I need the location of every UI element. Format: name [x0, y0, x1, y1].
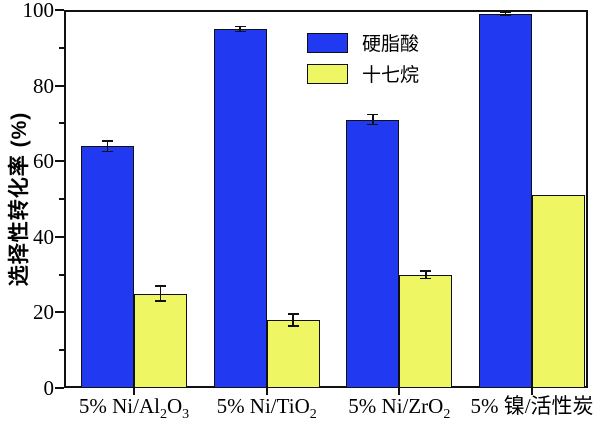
legend-label: 十七烷: [362, 65, 420, 86]
error-bar-cap-bottom: [367, 123, 379, 126]
error-bar-cap-top: [155, 285, 166, 287]
error-bar-cap-bottom: [287, 325, 299, 327]
error-bar-line: [106, 140, 109, 152]
error-bar-cap-bottom: [102, 150, 113, 153]
y-major-tick: [55, 387, 64, 389]
x-category-label: 5% 镍/活性炭: [466, 394, 598, 418]
x-label-text: 5% Ni/Al: [78, 394, 160, 418]
y-major-tick: [55, 311, 64, 314]
y-minor-tick: [59, 46, 64, 49]
y-tick-label: 0: [43, 376, 55, 400]
x-label-text: 5% Ni/TiO: [216, 394, 310, 418]
error-bar-cap-top: [287, 313, 299, 315]
x-label-subscript: 2: [443, 407, 451, 423]
legend-label: 硬脂酸: [362, 34, 420, 55]
bar-硬脂酸-5% Ni/ZrO2: [346, 119, 400, 388]
error-bar-line: [239, 26, 241, 32]
bar-十七烷-5% Ni/ZrO2: [399, 274, 453, 388]
bar-十七烷-5% 镍/活性炭: [532, 195, 585, 388]
error-bar-cap-top: [102, 140, 113, 142]
error-bar-cap-top: [234, 25, 246, 27]
error-bar-cap-top: [420, 270, 432, 272]
legend-item: 硬脂酸: [307, 29, 419, 56]
legend-swatch-硬脂酸: [307, 32, 348, 53]
legend-item: 十七烷: [307, 60, 419, 87]
error-bar-cap-bottom: [420, 277, 432, 280]
y-tick-label: 100: [22, 0, 55, 22]
bar-十七烷-5% Ni/Al2O3: [134, 293, 187, 388]
x-tick: [133, 388, 135, 395]
x-label-text: 5% Ni/ZrO: [348, 394, 444, 418]
error-bar-line: [504, 12, 507, 16]
y-major-tick: [55, 84, 64, 87]
error-bar-line: [292, 313, 294, 326]
error-bar-line: [159, 285, 162, 302]
error-bar-cap-top: [367, 113, 379, 116]
x-label-subscript: 3: [182, 407, 190, 423]
error-bar-cap-bottom: [155, 300, 166, 302]
y-minor-tick: [59, 198, 64, 200]
y-major-tick: [55, 9, 64, 11]
y-tick-label: 60: [33, 149, 54, 174]
x-tick: [531, 388, 533, 395]
error-bar-cap-bottom: [234, 30, 246, 33]
y-minor-tick: [59, 273, 64, 276]
x-label-subscript: 2: [159, 407, 167, 423]
error-bar-line: [372, 114, 374, 125]
error-bar-line: [425, 270, 427, 279]
x-category-label: 5% Ni/ZrO2: [333, 394, 465, 422]
bar-硬脂酸-5% Ni/Al2O3: [81, 146, 134, 388]
x-label-text: O: [166, 394, 183, 418]
bar-硬脂酸-5% 镍/活性炭: [479, 13, 532, 388]
x-label-text: 5% 镍/活性炭: [470, 394, 594, 418]
legend: 硬脂酸 十七烷: [307, 29, 419, 91]
legend-swatch-十七烷: [307, 63, 348, 84]
x-category-label: 5% Ni/Al2O3: [68, 394, 200, 422]
y-tick-label: 20: [33, 300, 54, 325]
y-major-tick: [55, 160, 64, 163]
y-major-tick: [55, 235, 64, 238]
error-bar-cap-bottom: [500, 14, 511, 17]
y-minor-tick: [59, 122, 64, 125]
y-tick-label: 40: [33, 224, 54, 249]
error-bar-cap-top: [500, 11, 511, 14]
x-label-subscript: 2: [309, 407, 317, 423]
x-tick: [398, 388, 401, 395]
x-category-label: 5% Ni/TiO2: [201, 394, 333, 422]
bar-硬脂酸-5% Ni/TiO2: [213, 28, 267, 388]
y-minor-tick: [59, 349, 64, 352]
x-tick: [265, 388, 268, 395]
bar-十七烷-5% Ni/TiO2: [266, 319, 320, 388]
y-tick-label: 80: [33, 73, 54, 98]
